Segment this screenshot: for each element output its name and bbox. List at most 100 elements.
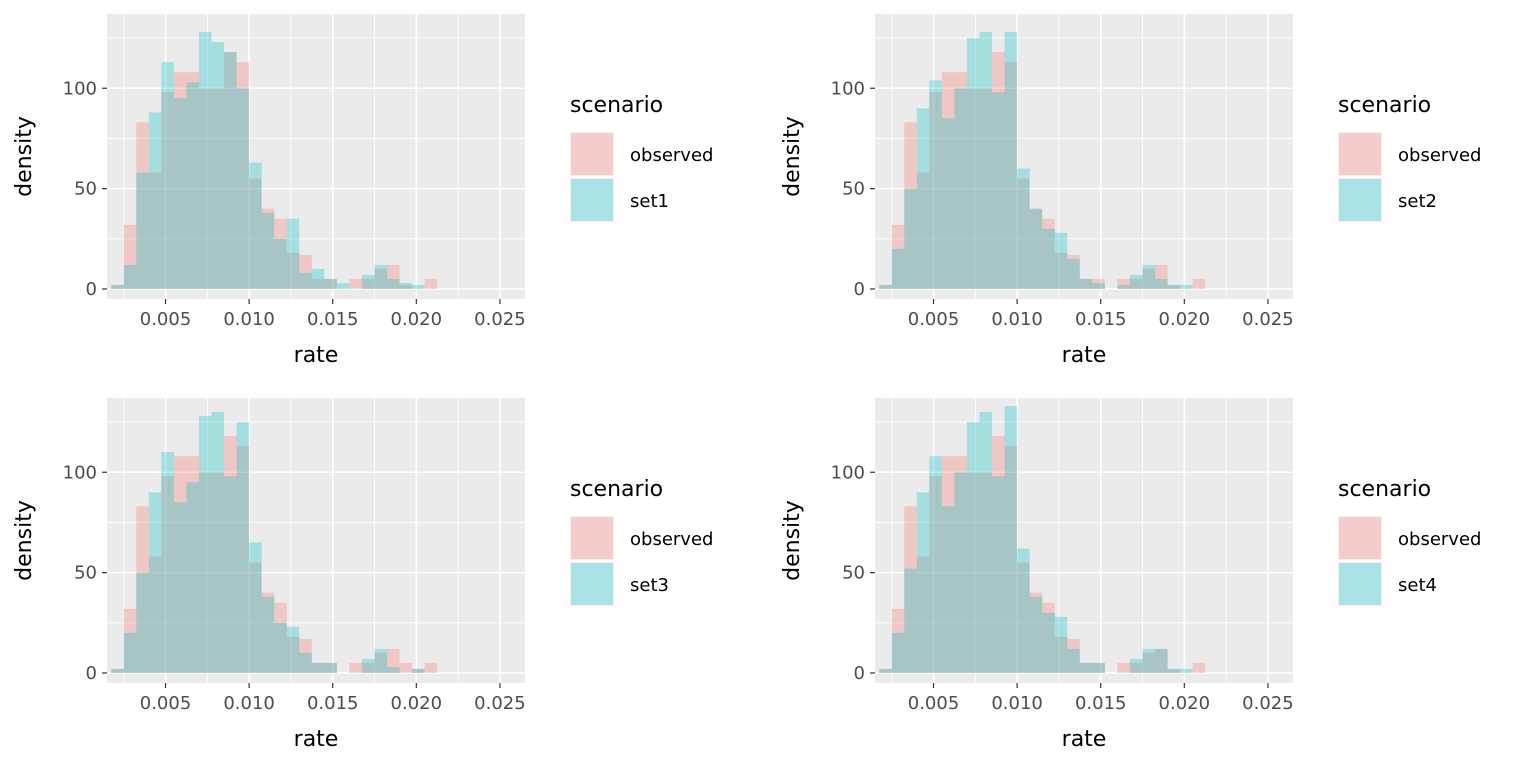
histogram-bar-set3 <box>249 542 262 673</box>
histogram-bar-set3 <box>186 482 199 673</box>
histogram-bar-set3 <box>161 452 174 673</box>
histogram-bar-observed <box>941 456 955 673</box>
histogram-bar-observed <box>979 88 993 289</box>
histogram-bar-observed <box>1129 278 1143 289</box>
histogram-bar-set1 <box>324 278 337 289</box>
histogram-bar-observed <box>274 218 287 289</box>
histogram-bar-observed <box>261 208 275 289</box>
legend-swatch-set1 <box>571 179 613 221</box>
y-tick-label: 50 <box>74 563 97 584</box>
histogram-bar-observed <box>286 252 300 289</box>
y-tick-label: 100 <box>831 78 865 99</box>
histogram-bar-observed <box>173 456 187 673</box>
x-tick-label: 0.015 <box>1075 693 1127 714</box>
chart-panel-3: 0.005 0.010 0.015 0.020 0.025 0 50 100 rate densi… <box>12 398 713 752</box>
histogram-bar-set4 <box>1092 662 1105 673</box>
histogram-bar-observed <box>1067 638 1080 673</box>
histogram-bar-observed <box>1092 278 1105 289</box>
histogram-bar-observed <box>916 172 930 289</box>
y-tick-label: 50 <box>842 563 865 584</box>
histogram-bar-set2 <box>891 248 905 289</box>
x-tick-label: 0.025 <box>474 693 526 714</box>
histogram-bar-set1 <box>173 98 187 289</box>
histogram-bar-observed <box>1004 62 1018 289</box>
y-axis-title: density <box>780 116 805 197</box>
panel-background <box>875 14 1293 299</box>
histogram-bar-set4 <box>1129 658 1143 673</box>
histogram-bar-set2 <box>966 38 980 289</box>
series-set3 <box>111 412 425 673</box>
legend-label-set1: set1 <box>630 191 669 212</box>
histogram-bar-set4 <box>1167 668 1181 673</box>
histogram-bar-set1 <box>299 272 312 289</box>
histogram-bar-set2 <box>941 118 955 289</box>
histogram-bar-observed <box>261 592 275 673</box>
histogram-bar-observed <box>904 122 917 289</box>
histogram-bar-observed <box>1079 278 1093 289</box>
histogram-bar-set2 <box>954 88 967 289</box>
legend-key-background <box>1338 132 1382 176</box>
x-tick-label: 0.010 <box>991 693 1043 714</box>
x-tick-label: 0.010 <box>223 309 275 330</box>
histogram-bar-set1 <box>336 282 350 289</box>
legend-label-observed: observed <box>1398 145 1481 166</box>
legend-key-background <box>1338 562 1382 606</box>
legend-swatch-observed <box>1339 517 1381 559</box>
legend-swatch-observed <box>1339 133 1381 175</box>
histogram-bar-observed <box>1029 592 1043 673</box>
histogram-bar-set3 <box>286 626 300 673</box>
histogram-bar-set1 <box>249 162 262 289</box>
histogram-bar-observed <box>1017 178 1030 289</box>
histogram-bar-set4 <box>966 422 980 673</box>
histogram-bar-set4 <box>916 492 930 673</box>
series-set1 <box>111 32 425 289</box>
histogram-bar-set4 <box>941 506 955 673</box>
legend-swatch-observed <box>571 133 613 175</box>
histogram-bar-set1 <box>224 52 237 289</box>
histogram-bar-set3 <box>111 668 124 673</box>
histogram-bar-set3 <box>198 416 212 673</box>
legend-title: scenario <box>1338 93 1431 118</box>
legend-label-observed: observed <box>1398 529 1481 550</box>
histogram-bar-observed <box>1017 562 1030 673</box>
histogram-bar-set4 <box>879 668 892 673</box>
histogram-bar-observed <box>879 284 892 289</box>
histogram-bar-observed <box>349 278 362 289</box>
legend: scenario observed set2 <box>1338 93 1481 222</box>
histogram-bar-set1 <box>123 264 137 289</box>
series-set2 <box>879 32 1193 289</box>
histogram-bar-set3 <box>412 668 425 673</box>
histogram-bar-observed <box>311 278 325 289</box>
histogram-bar-observed <box>361 662 375 673</box>
histogram-bar-observed <box>136 122 149 289</box>
legend-title: scenario <box>570 477 663 502</box>
histogram-bar-observed <box>399 284 413 289</box>
histogram-bar-observed <box>1029 208 1043 289</box>
histogram-bar-set2 <box>1092 282 1105 289</box>
y-axis-title: density <box>12 500 37 581</box>
series-observed <box>879 436 1206 673</box>
histogram-bar-set1 <box>374 264 388 289</box>
y-tick-label: 0 <box>854 279 865 300</box>
histogram-bar-set2 <box>1004 32 1018 289</box>
histogram-bar-observed <box>198 88 212 289</box>
histogram-bar-set2 <box>879 284 892 289</box>
x-tick-label: 0.010 <box>223 693 275 714</box>
histogram-bar-set1 <box>261 212 275 289</box>
x-tick-label: 0.015 <box>1075 309 1127 330</box>
y-tick-label: 100 <box>831 462 865 483</box>
histogram-bar-observed <box>1167 668 1181 673</box>
histogram-bar-set3 <box>374 648 388 673</box>
histogram-bar-set2 <box>1142 264 1156 289</box>
histogram-bar-set4 <box>1054 616 1068 673</box>
histogram-bar-set4 <box>1029 596 1043 673</box>
histogram-bar-observed <box>299 638 312 673</box>
x-tick-label: 0.020 <box>1159 693 1211 714</box>
histogram-bar-observed <box>161 92 174 289</box>
histogram-bar-set2 <box>1017 168 1030 289</box>
histogram-bar-observed <box>929 476 942 673</box>
histogram-bar-set3 <box>387 666 400 673</box>
histogram-bar-observed <box>387 648 400 673</box>
histogram-bar-observed <box>361 278 375 289</box>
histogram-bar-set4 <box>1155 648 1168 673</box>
